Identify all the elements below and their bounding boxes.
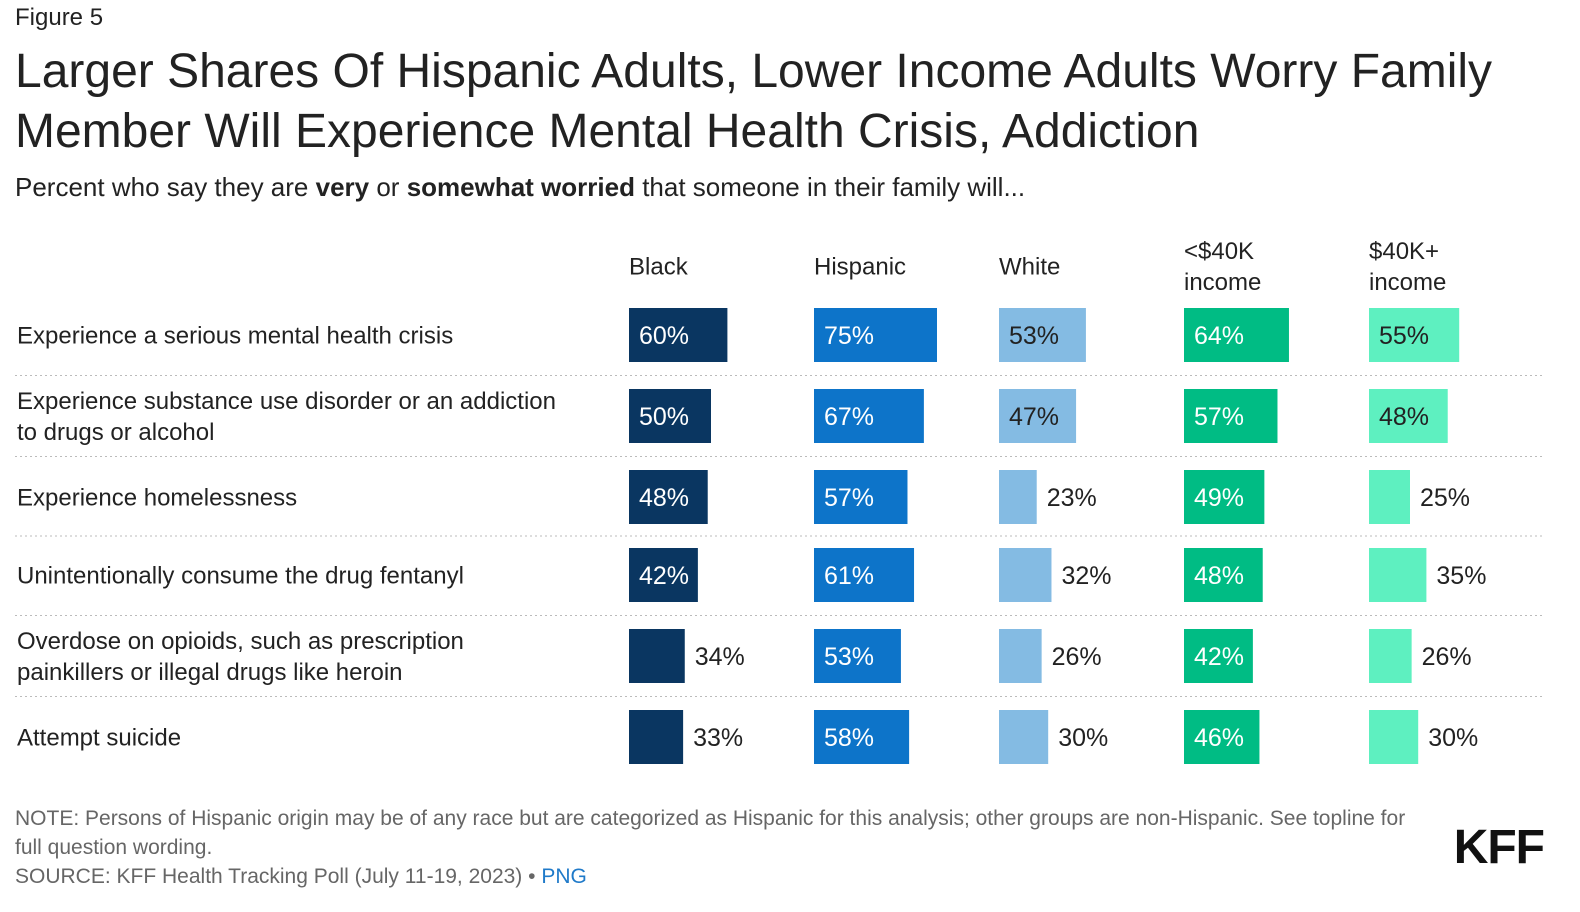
value-label-0-1: 50% bbox=[639, 403, 689, 431]
value-label-1-1: 67% bbox=[824, 403, 874, 431]
subtitle-bold-very: very bbox=[315, 172, 370, 202]
bar-3-4 bbox=[1184, 629, 1253, 683]
value-label-0-2: 48% bbox=[639, 484, 689, 512]
value-label-2-0: 53% bbox=[1009, 322, 1059, 350]
value-label-4-2: 25% bbox=[1420, 484, 1470, 512]
series-header-0: Black bbox=[629, 253, 689, 280]
value-label-4-1: 48% bbox=[1379, 403, 1429, 431]
subtitle-text: Percent who say they are bbox=[15, 172, 316, 202]
bar-3-1 bbox=[1184, 389, 1278, 443]
value-label-4-4: 26% bbox=[1422, 643, 1472, 671]
category-label-2: Experience homelessness bbox=[17, 484, 297, 511]
value-label-2-1: 47% bbox=[1009, 403, 1059, 431]
value-label-3-3: 48% bbox=[1194, 562, 1244, 590]
bar-4-3 bbox=[1369, 548, 1427, 602]
bar-2-3 bbox=[999, 548, 1052, 602]
value-label-2-5: 30% bbox=[1058, 724, 1108, 752]
bar-3-3 bbox=[1184, 548, 1263, 602]
value-label-0-5: 33% bbox=[693, 724, 743, 752]
kff-logo: KFF bbox=[1453, 821, 1545, 874]
value-label-3-4: 42% bbox=[1194, 643, 1244, 671]
category-label-0: Experience a serious mental health crisi… bbox=[17, 322, 453, 349]
category-label-1: Experience substance use disorder or an … bbox=[17, 388, 556, 446]
bar-1-2 bbox=[814, 470, 908, 524]
category-label-4: Overdose on opioids, such as prescriptio… bbox=[17, 628, 464, 686]
bar-3-2 bbox=[1184, 470, 1265, 524]
bar-chart: Black Hispanic White <$40K income $40K+ income… bbox=[15, 238, 1545, 764]
bar-0-5 bbox=[629, 710, 684, 764]
value-label-0-3: 42% bbox=[639, 562, 689, 590]
figure-label: Figure 5 bbox=[15, 4, 104, 31]
bar-0-2 bbox=[629, 470, 708, 524]
series-header-1: Hispanic bbox=[814, 253, 906, 280]
category-label-3: Unintentionally consume the drug fentany… bbox=[17, 562, 464, 589]
bar-2-5 bbox=[999, 710, 1049, 764]
bar-2-2 bbox=[999, 470, 1037, 524]
bar-2-4 bbox=[999, 629, 1042, 683]
bar-3-5 bbox=[1184, 710, 1260, 764]
subtitle-text: that someone in their family will... bbox=[634, 172, 1026, 202]
subtitle-bold-somewhat-worried: somewhat worried bbox=[406, 172, 635, 202]
bar-2-1 bbox=[999, 389, 1077, 443]
bar-3-0 bbox=[1184, 308, 1289, 362]
series-header-4: $40K+ income bbox=[1369, 238, 1446, 296]
value-label-0-0: 60% bbox=[639, 322, 689, 350]
subtitle-text: or bbox=[369, 172, 407, 202]
bar-0-4 bbox=[629, 629, 685, 683]
value-label-2-3: 32% bbox=[1061, 562, 1111, 590]
bar-1-4 bbox=[814, 629, 901, 683]
value-label-1-5: 58% bbox=[824, 724, 874, 752]
series-header-3: <$40K income bbox=[1184, 238, 1261, 296]
png-download-link[interactable]: PNG bbox=[541, 865, 587, 888]
bar-4-4 bbox=[1369, 629, 1412, 683]
category-label-5: Attempt suicide bbox=[17, 724, 181, 751]
bar-1-1 bbox=[814, 389, 924, 443]
bar-0-1 bbox=[629, 389, 711, 443]
bar-4-0 bbox=[1369, 308, 1460, 362]
value-label-3-0: 64% bbox=[1194, 322, 1244, 350]
bar-0-0 bbox=[629, 308, 728, 362]
value-label-4-0: 55% bbox=[1379, 322, 1429, 350]
bar-1-3 bbox=[814, 548, 915, 602]
bar-4-5 bbox=[1369, 710, 1419, 764]
value-label-3-2: 49% bbox=[1194, 484, 1244, 512]
bar-0-3 bbox=[629, 548, 698, 602]
bar-2-0 bbox=[999, 308, 1086, 362]
value-label-3-1: 57% bbox=[1194, 403, 1244, 431]
value-label-1-3: 61% bbox=[824, 562, 874, 590]
value-label-1-4: 53% bbox=[824, 643, 874, 671]
value-label-1-2: 57% bbox=[824, 484, 874, 512]
bar-4-1 bbox=[1369, 389, 1448, 443]
value-label-1-0: 75% bbox=[824, 322, 874, 350]
series-header-2: White bbox=[999, 253, 1060, 280]
bar-4-2 bbox=[1369, 470, 1410, 524]
bar-1-0 bbox=[814, 308, 937, 362]
chart-subtitle: Percent who say they are very or somewha… bbox=[15, 172, 1025, 203]
source-line: SOURCE: KFF Health Tracking Poll (July 1… bbox=[15, 862, 587, 891]
value-label-2-2: 23% bbox=[1047, 484, 1097, 512]
value-label-4-3: 35% bbox=[1436, 562, 1486, 590]
source-text: SOURCE: KFF Health Tracking Poll (July 1… bbox=[15, 865, 542, 888]
value-label-3-5: 46% bbox=[1194, 724, 1244, 752]
bar-1-5 bbox=[814, 710, 910, 764]
value-label-2-4: 26% bbox=[1052, 643, 1102, 671]
value-label-4-5: 30% bbox=[1428, 724, 1478, 752]
value-label-0-4: 34% bbox=[695, 643, 745, 671]
footnote: NOTE: Persons of Hispanic origin may be … bbox=[15, 807, 1406, 859]
chart-title: Larger Shares Of Hispanic Adults, Lower … bbox=[15, 45, 1493, 158]
